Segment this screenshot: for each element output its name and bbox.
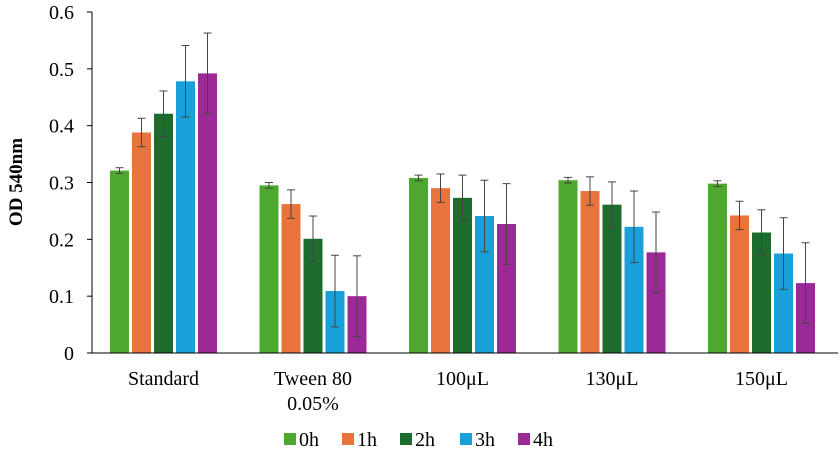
bar-4h-2 — [497, 223, 516, 353]
bar-3h-0 — [176, 81, 195, 353]
x-axis: Standard Tween 80 0.05% 100μL 130μL 150μL — [92, 352, 838, 415]
y-axis: 0 0.1 0.2 0.3 0.4 0.5 0.6 — [49, 2, 93, 365]
bar-0h-2 — [409, 177, 428, 353]
legend-label-2h: 2h — [415, 429, 435, 451]
bar-1h-1 — [281, 204, 301, 353]
y-tick-label: 0 — [64, 343, 74, 365]
bar-3h-3 — [624, 226, 644, 353]
legend-label-0h: 0h — [299, 429, 319, 451]
bar-1h-3 — [580, 191, 600, 353]
y-tick-label: 0.6 — [49, 2, 74, 24]
y-tick-label: 0.5 — [49, 59, 74, 81]
bar-3h-2 — [475, 216, 494, 353]
legend-label-4h: 4h — [533, 429, 553, 451]
bar-1h-0 — [132, 132, 151, 353]
x-tick-label: 130μL — [586, 368, 639, 390]
legend-swatch-4h — [518, 433, 530, 445]
bar-0h-4 — [708, 183, 727, 353]
legend-label-3h: 3h — [475, 429, 495, 451]
bar-1h-2 — [431, 188, 450, 353]
y-tick-label: 0.2 — [49, 229, 74, 251]
y-tick-label: 0.3 — [49, 173, 74, 195]
x-tick-label: 150μL — [735, 368, 788, 390]
legend-swatch-3h — [460, 433, 472, 445]
bar-1h-4 — [730, 215, 749, 353]
legend-label-1h: 1h — [357, 429, 377, 451]
bar-2h-4 — [752, 232, 771, 353]
bar-2h-2 — [453, 197, 472, 353]
bar-4h-0 — [198, 73, 217, 353]
bar-0h-3 — [558, 180, 578, 353]
legend: 0h 1h 2h 3h 4h — [284, 429, 553, 451]
x-tick-label: Tween 80 — [274, 368, 352, 390]
bar-2h-1 — [303, 238, 323, 353]
error-bar-group — [115, 32, 810, 338]
bar-2h-3 — [602, 204, 622, 353]
bar-0h-1 — [259, 185, 279, 353]
y-axis-label: OD 540nm — [6, 138, 27, 226]
x-tick-label: 0.05% — [287, 393, 339, 415]
bar-0h-0 — [110, 170, 129, 353]
y-tick-label: 0.1 — [49, 286, 74, 308]
bar-4h-3 — [646, 252, 666, 353]
legend-swatch-1h — [342, 433, 354, 445]
y-tick-label: 0.4 — [49, 116, 74, 138]
x-tick-label: Standard — [128, 368, 199, 390]
bar-2h-0 — [154, 113, 173, 354]
legend-swatch-2h — [400, 433, 412, 445]
bar-3h-4 — [774, 253, 793, 353]
bar-series-group — [110, 73, 815, 354]
legend-swatch-0h — [284, 433, 296, 445]
x-tick-label: 100μL — [436, 368, 489, 390]
